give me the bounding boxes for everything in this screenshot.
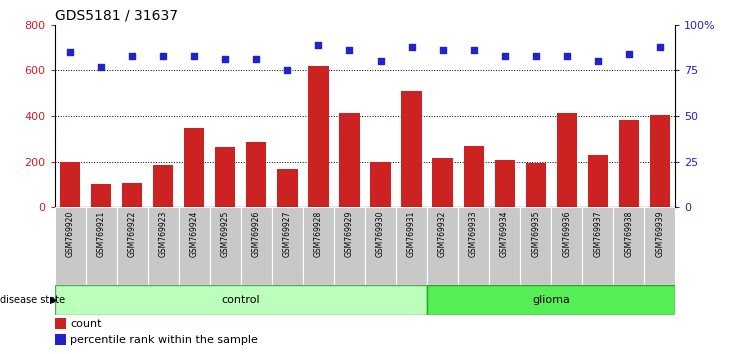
Point: [499, 53, 510, 59]
Text: GSM769928: GSM769928: [314, 211, 323, 257]
Point: [437, 47, 448, 53]
Bar: [308, 66, 328, 207]
Text: GSM769924: GSM769924: [190, 211, 199, 257]
Bar: [588, 155, 608, 207]
Text: GSM769930: GSM769930: [376, 211, 385, 257]
Bar: [432, 158, 453, 207]
Point: [654, 44, 666, 50]
Text: glioma: glioma: [532, 295, 570, 305]
Bar: [618, 120, 639, 207]
Text: GSM769931: GSM769931: [407, 211, 416, 257]
Bar: [55, 285, 427, 315]
Bar: [494, 160, 515, 207]
Bar: [583, 207, 613, 285]
Point: [592, 58, 604, 64]
Bar: [526, 162, 546, 207]
Bar: [215, 147, 236, 207]
Point: [64, 49, 76, 55]
Text: GSM769927: GSM769927: [283, 211, 292, 257]
Text: GSM769929: GSM769929: [345, 211, 354, 257]
Text: count: count: [70, 319, 101, 329]
Text: GSM769934: GSM769934: [500, 211, 509, 257]
Bar: [339, 113, 360, 207]
Bar: [402, 91, 422, 207]
Text: GSM769920: GSM769920: [66, 211, 74, 257]
Bar: [458, 207, 489, 285]
Bar: [645, 207, 675, 285]
Text: GSM769939: GSM769939: [656, 211, 664, 257]
Bar: [365, 207, 396, 285]
Bar: [489, 207, 520, 285]
Point: [96, 64, 107, 69]
Bar: [117, 207, 147, 285]
Bar: [246, 142, 266, 207]
Bar: [184, 129, 204, 207]
Text: GSM769937: GSM769937: [593, 211, 602, 257]
Point: [374, 58, 386, 64]
Bar: [613, 207, 645, 285]
Text: GSM769932: GSM769932: [438, 211, 447, 257]
Text: GSM769935: GSM769935: [531, 211, 540, 257]
Text: disease state: disease state: [0, 295, 65, 305]
Bar: [153, 165, 174, 207]
Bar: [551, 207, 583, 285]
Point: [561, 53, 572, 59]
Bar: [303, 207, 334, 285]
Text: GSM769923: GSM769923: [159, 211, 168, 257]
Bar: [241, 207, 272, 285]
Text: GSM769936: GSM769936: [562, 211, 571, 257]
Bar: [55, 334, 66, 346]
Bar: [272, 207, 303, 285]
Point: [344, 47, 356, 53]
Bar: [427, 207, 458, 285]
Bar: [334, 207, 365, 285]
Point: [220, 57, 231, 62]
Text: control: control: [222, 295, 260, 305]
Point: [126, 53, 138, 59]
Bar: [427, 285, 675, 315]
Bar: [556, 113, 577, 207]
Bar: [520, 207, 551, 285]
Text: GSM769933: GSM769933: [469, 211, 478, 257]
Point: [468, 47, 480, 53]
Point: [282, 68, 293, 73]
Bar: [277, 170, 298, 207]
Bar: [464, 145, 484, 207]
Bar: [370, 161, 391, 207]
Text: ▶: ▶: [50, 295, 57, 305]
Bar: [60, 161, 80, 207]
Bar: [210, 207, 241, 285]
Bar: [122, 183, 142, 207]
Text: GSM769921: GSM769921: [97, 211, 106, 257]
Point: [312, 42, 324, 48]
Text: GSM769926: GSM769926: [252, 211, 261, 257]
Point: [188, 53, 200, 59]
Point: [623, 51, 634, 57]
Bar: [650, 115, 670, 207]
Point: [250, 57, 262, 62]
Bar: [55, 318, 66, 329]
Text: GSM769922: GSM769922: [128, 211, 137, 257]
Bar: [86, 207, 117, 285]
Text: GDS5181 / 31637: GDS5181 / 31637: [55, 8, 177, 22]
Text: percentile rank within the sample: percentile rank within the sample: [70, 335, 258, 345]
Point: [158, 53, 169, 59]
Text: GSM769925: GSM769925: [221, 211, 230, 257]
Bar: [179, 207, 210, 285]
Bar: [147, 207, 179, 285]
Bar: [396, 207, 427, 285]
Bar: [91, 184, 112, 207]
Point: [406, 44, 418, 50]
Text: GSM769938: GSM769938: [624, 211, 633, 257]
Bar: [55, 207, 86, 285]
Point: [530, 53, 542, 59]
